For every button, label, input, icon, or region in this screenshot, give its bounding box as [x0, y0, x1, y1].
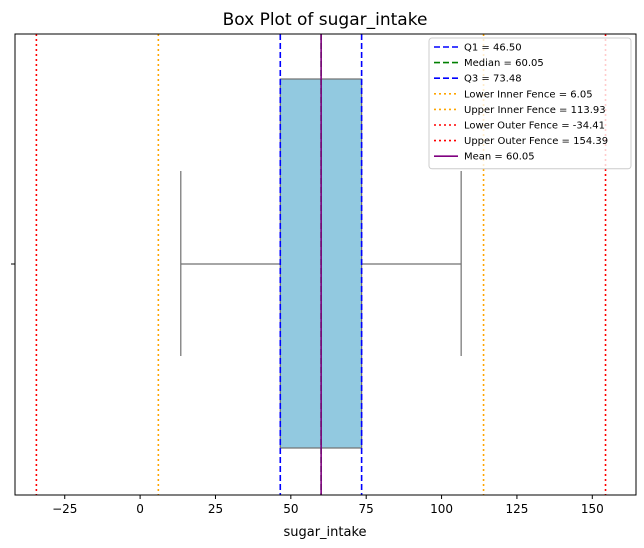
legend-label: Median = 60.05	[464, 58, 544, 69]
x-tick-label: −25	[52, 502, 77, 516]
legend-label: Q3 = 73.48	[464, 74, 522, 85]
legend-label: Mean = 60.05	[464, 152, 535, 163]
x-tick-label: 100	[430, 502, 453, 516]
x-tick-label: 25	[208, 502, 223, 516]
legend-label: Q1 = 46.50	[464, 43, 522, 54]
x-axis: −25 0 25 50 75 100 125 150	[11, 263, 604, 516]
legend-label: Lower Inner Fence = 6.05	[464, 89, 593, 100]
x-tick-label: 50	[283, 502, 298, 516]
x-tick-label: 0	[136, 502, 144, 516]
legend-label: Upper Outer Fence = 154.39	[464, 136, 608, 147]
legend-label: Lower Outer Fence = -34.41	[464, 121, 605, 132]
chart-title: Box Plot of sugar_intake	[223, 10, 428, 30]
x-axis-label: sugar_intake	[283, 525, 366, 540]
legend: Q1 = 46.50 Median = 60.05 Q3 = 73.48 Lower …	[428, 37, 632, 170]
x-tick-label: 150	[581, 502, 604, 516]
x-tick-label: 75	[359, 502, 374, 516]
legend-frame	[428, 37, 632, 170]
legend-label: Upper Inner Fence = 113.93	[464, 105, 606, 116]
x-tick-label: 125	[505, 502, 528, 516]
